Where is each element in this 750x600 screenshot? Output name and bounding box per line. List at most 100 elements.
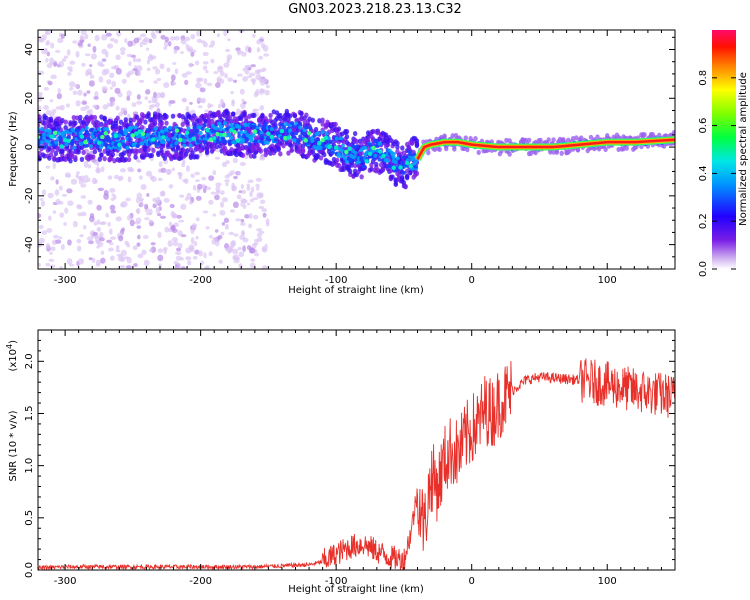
spectrogram-noise-cell	[137, 253, 144, 259]
spectrogram-noise-cell	[214, 194, 220, 201]
spectrogram-noise-cell	[52, 162, 56, 170]
spectrogram-noise-cell	[136, 225, 142, 229]
spectrogram-noise-cell	[140, 33, 147, 38]
spectrogram-noise-cell	[132, 245, 138, 251]
spectrogram-noise-cell	[239, 222, 246, 226]
spectrogram-band-cell	[526, 137, 532, 143]
spectrogram-noise-cell	[250, 186, 255, 193]
spectrogram-core-cell	[408, 164, 413, 169]
spectrogram-noise-cell	[45, 57, 49, 63]
spectrogram-core-cell	[59, 144, 64, 149]
snr-y-tick-label: 1.0	[24, 458, 35, 474]
spectrogram-y-ticks: -40 -20 0 20 40	[24, 36, 675, 270]
spectrogram-band-cell	[247, 127, 252, 133]
spectrogram-mid-cell	[139, 141, 144, 146]
spectrogram-noise-cell	[157, 177, 163, 181]
spectrogram-noise-cell	[163, 45, 168, 50]
spectrogram-mid-cell	[342, 156, 347, 161]
spectrogram-noise-cell	[52, 210, 57, 214]
spectrogram-noise-cell	[228, 231, 235, 236]
spectrogram-band-cell	[198, 121, 203, 127]
spectrogram-core-cell	[235, 138, 241, 143]
spectrogram-noise-cell	[63, 222, 67, 226]
spectrogram-mid-cell	[129, 125, 134, 130]
spectrogram-noise-cell	[153, 91, 157, 98]
spectrogram-band-cell	[476, 149, 481, 156]
spectrogram-band-cell	[42, 153, 47, 159]
spectrogram-noise-cell	[84, 33, 89, 40]
spectrogram-mid-cell	[265, 140, 270, 145]
spectrogram-noise-cell	[77, 258, 85, 265]
spectrogram-noise-cell	[219, 209, 226, 216]
spectrogram-noise-cell	[146, 193, 150, 197]
spectrogram-mid-cell	[121, 139, 126, 144]
spectrogram-noise-cell	[259, 105, 265, 111]
spectrogram-noise-cell	[111, 101, 115, 106]
spectrogram-core-cell	[218, 132, 224, 138]
spectrogram-band-cell	[60, 148, 65, 154]
spectrogram-core-cell	[391, 165, 396, 171]
spectrogram-mid-cell	[401, 170, 406, 175]
spectrogram-mid-cell	[355, 144, 360, 149]
spectrogram-noise-cell	[213, 71, 219, 75]
spectrogram-noise-cell	[133, 37, 140, 44]
spectrogram-noise-cell	[256, 47, 261, 53]
spectrogram-noise-cell	[172, 213, 178, 219]
spectrogram-noise-cell	[97, 187, 105, 192]
spectrogram-mid-cell	[94, 144, 99, 149]
spectrogram-noise-cell	[227, 245, 234, 249]
spectrogram-noise-cell	[80, 183, 87, 188]
spectrogram-noise-cell	[50, 176, 55, 181]
spectrogram-noise-cell	[169, 203, 175, 209]
spectrogram-noise-cell	[127, 40, 133, 47]
spectrogram-noise-cell	[195, 77, 202, 83]
spectrogram-noise-cell	[109, 204, 116, 211]
spectrogram-mid-cell	[229, 123, 234, 128]
spectrogram-noise-cell	[238, 251, 245, 258]
spectrogram-noise-cell	[129, 219, 135, 227]
spectrogram-noise-cell	[67, 239, 72, 246]
spectrogram-noise-cell	[244, 214, 250, 219]
spectrogram-noise-cell	[185, 71, 192, 75]
spectrogram-mid-cell	[414, 164, 419, 169]
spectrogram-mid-cell	[66, 135, 71, 140]
spectrogram-noise-cell	[195, 82, 202, 89]
spectrogram-noise-cell	[126, 214, 132, 221]
spectrogram-mid-cell	[58, 138, 63, 143]
spectrogram-mid-cell	[109, 145, 114, 150]
spectrogram-mid-cell	[249, 138, 254, 143]
spectrogram-mid-cell	[302, 132, 307, 137]
spectrogram-noise-cell	[89, 212, 95, 219]
spectrogram-mid-cell	[223, 121, 228, 126]
spectrogram-core-cell	[140, 131, 146, 137]
spectrogram-band-cell	[370, 128, 376, 135]
spectrogram-band-cell	[575, 147, 581, 153]
spectrogram-band-cell	[352, 130, 358, 137]
spectrogram-mid-cell	[153, 126, 158, 131]
spectrogram-noise-cell	[40, 200, 46, 207]
colorbar-label: Normalized spectral amplitude	[738, 72, 749, 226]
spectrogram-band-cell	[123, 117, 129, 123]
spectrogram-noise-cell	[70, 178, 78, 185]
spectrogram-noise-cell	[67, 200, 74, 206]
spectrogram-noise-cell	[237, 73, 243, 77]
spectrogram-mid-cell	[125, 145, 130, 150]
spectrogram-mid-cell	[284, 122, 289, 127]
spectrogram-noise-cell	[139, 41, 143, 48]
spectrogram-band-cell	[71, 114, 76, 121]
colorbar-tick-label: 0.0	[698, 261, 709, 277]
spectrogram-noise-cell	[215, 182, 222, 187]
spectrogram-mid-cell	[395, 156, 400, 161]
spectrogram-noise-cell	[155, 68, 161, 75]
spectrogram-band-cell	[92, 149, 98, 155]
spectrogram-noise-cell	[83, 161, 89, 168]
spectrogram-noise-cell	[96, 226, 102, 232]
spectrogram-noise-cell	[94, 90, 99, 98]
spectrogram-band-cell	[365, 138, 371, 144]
spectrogram-noise-cell	[100, 257, 106, 264]
spectrogram-mid-cell	[44, 144, 49, 149]
spectrogram-noise-cell	[38, 38, 45, 43]
snr-x-ticks: -300 -200 -100 0 100	[37, 330, 676, 587]
spectrogram-noise-cell	[195, 179, 200, 183]
spectrogram-noise-cell	[163, 248, 167, 255]
